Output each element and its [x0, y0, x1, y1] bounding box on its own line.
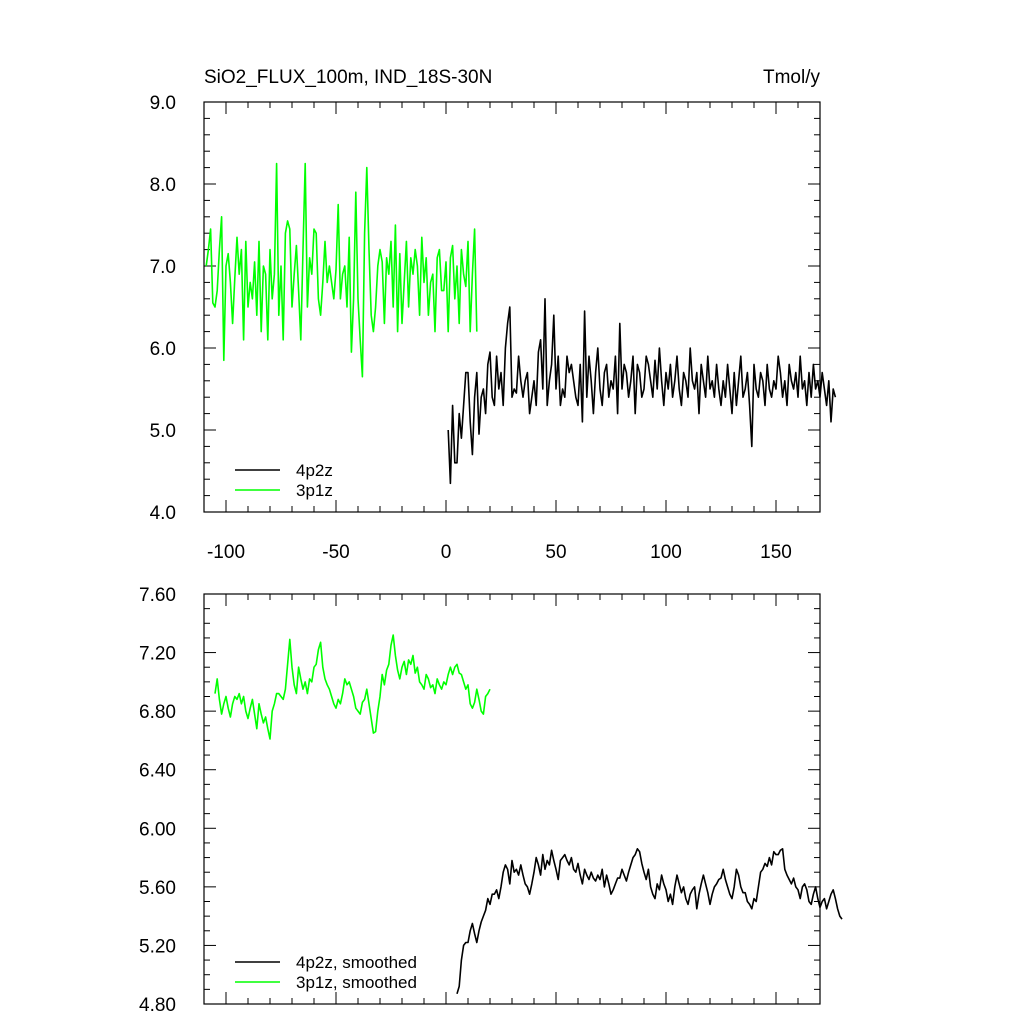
- series-line-0: [456, 847, 843, 995]
- top-panel: SiO2_FLUX_100m, IND_18S-30N Tmol/y 4.0 5.…: [150, 67, 837, 563]
- y-tick-label: 7.20: [139, 644, 176, 665]
- x-tick-label: 0: [441, 542, 452, 563]
- y-tick-label: 5.0: [150, 421, 176, 442]
- series-line-1: [205, 162, 478, 378]
- y-tick-label: 5.20: [139, 936, 176, 957]
- x-tick-label: 100: [650, 542, 682, 563]
- top-panel-units: Tmol/y: [763, 67, 821, 88]
- axis-ticks: [203, 593, 821, 1005]
- x-tick-label: -50: [322, 542, 349, 563]
- plot-frame: [203, 593, 821, 1005]
- x-tick-label: -100: [207, 542, 245, 563]
- legend-label: 4p2z: [296, 461, 333, 480]
- y-tick-label: 6.80: [139, 702, 176, 723]
- bottom-panel: 4.80 5.20 5.60 6.00 6.40 6.80 7.20 7.60 4p2z, sm…: [139, 585, 843, 1016]
- y-tick-label: 6.0: [150, 339, 176, 360]
- series-line-0: [447, 297, 837, 485]
- y-tick-label: 5.60: [139, 878, 176, 899]
- x-tick-label: 50: [545, 542, 566, 563]
- x-tick-label: 150: [760, 542, 792, 563]
- y-tick-label: 8.0: [150, 175, 176, 196]
- legend-label: 3p1z: [296, 481, 333, 500]
- y-tick-label: 7.60: [139, 585, 176, 606]
- y-tick-label: 6.40: [139, 761, 176, 782]
- series-line-1: [214, 634, 491, 740]
- top-panel-title: SiO2_FLUX_100m, IND_18S-30N: [204, 67, 492, 88]
- plot-frame: [203, 101, 821, 513]
- y-tick-label: 4.0: [150, 503, 176, 524]
- legend-label: 4p2z, smoothed: [296, 953, 417, 972]
- y-tick-label: 6.00: [139, 819, 176, 840]
- y-tick-label: 7.0: [150, 257, 176, 278]
- axis-ticks: [203, 101, 821, 513]
- y-tick-label: 9.0: [150, 93, 176, 114]
- legend-label: 3p1z, smoothed: [296, 973, 417, 992]
- y-tick-label: 4.80: [139, 995, 176, 1016]
